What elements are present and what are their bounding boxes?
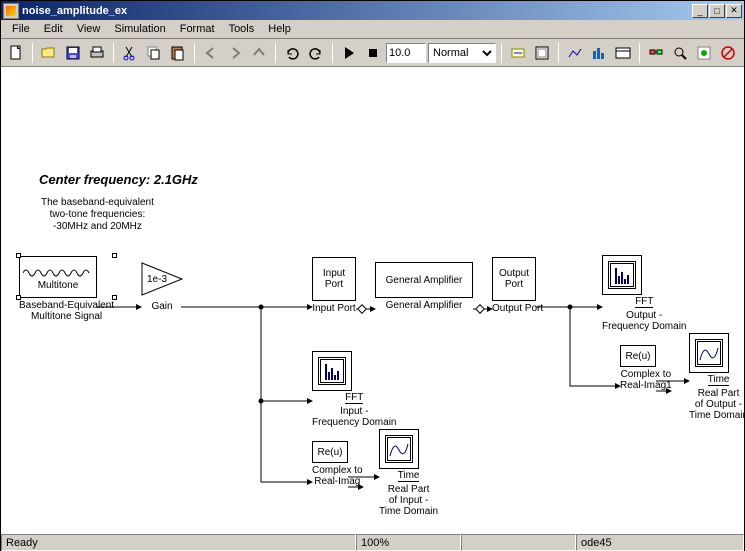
- block-multitone[interactable]: Multitone Baseband-Equivalent Multitone …: [19, 256, 114, 322]
- heading-text: Center frequency: 2.1GHz: [39, 172, 198, 187]
- status-zoom: 100%: [356, 534, 461, 551]
- app-icon: [3, 3, 19, 19]
- tool-8[interactable]: [717, 42, 739, 64]
- block-output-port-text: Output Port: [492, 257, 536, 301]
- status-bar: Ready 100% ode45: [1, 533, 744, 551]
- undo-button[interactable]: [281, 42, 303, 64]
- menu-tools[interactable]: Tools: [222, 21, 262, 37]
- back-button[interactable]: [200, 42, 222, 64]
- cut-button[interactable]: [119, 42, 141, 64]
- toolbar: Normal: [1, 39, 744, 67]
- block-input-port[interactable]: Input Port Input Port: [312, 257, 356, 314]
- play-button[interactable]: [338, 42, 360, 64]
- block-output-port[interactable]: Output Port Output Port: [492, 257, 543, 314]
- block-fft-input-label: Input - Frequency Domain: [312, 406, 396, 428]
- redo-button[interactable]: [305, 42, 327, 64]
- block-output-port-label: Output Port: [492, 303, 543, 314]
- block-time-input[interactable]: Time Real Part of Input - Time Domain: [379, 429, 438, 517]
- block-input-port-text: Input Port: [312, 257, 356, 301]
- block-time-output[interactable]: Time Real Part of Output - Time Domain: [689, 333, 745, 421]
- block-c2r[interactable]: Re(u) Complex to Real-Imag: [312, 441, 363, 487]
- simtime-field[interactable]: [386, 43, 426, 63]
- title-bar: noise_amplitude_ex _ □ ✕: [1, 1, 744, 20]
- block-amplifier-label: General Amplifier: [375, 300, 473, 311]
- status-ready: Ready: [1, 534, 356, 551]
- menu-simulation[interactable]: Simulation: [107, 21, 172, 37]
- menu-file[interactable]: File: [5, 21, 37, 37]
- tool-6[interactable]: [669, 42, 691, 64]
- menu-format[interactable]: Format: [173, 21, 222, 37]
- block-time-input-label: Real Part of Input - Time Domain: [379, 484, 438, 517]
- window-title: noise_amplitude_ex: [22, 5, 692, 17]
- block-fft-input[interactable]: FFT Input - Frequency Domain: [312, 351, 396, 428]
- block-gain-label: Gain: [141, 301, 183, 312]
- maximize-button[interactable]: □: [709, 4, 725, 18]
- stop-button[interactable]: [362, 42, 384, 64]
- mode-select[interactable]: Normal: [428, 43, 496, 63]
- save-button[interactable]: [62, 42, 84, 64]
- block-amplifier-text: General Amplifier: [375, 262, 473, 298]
- tool-7[interactable]: [693, 42, 715, 64]
- status-solver: ode45: [576, 534, 744, 551]
- print-button[interactable]: [86, 42, 108, 64]
- close-button[interactable]: ✕: [726, 4, 742, 18]
- sub-text: The baseband-equivalent two-tone frequen…: [41, 197, 154, 233]
- block-gain[interactable]: 1e-3 Gain: [141, 262, 183, 312]
- menu-help[interactable]: Help: [261, 21, 298, 37]
- tool-4[interactable]: [588, 42, 610, 64]
- minimize-button[interactable]: _: [692, 4, 708, 18]
- block-multitone-label: Baseband-Equivalent Multitone Signal: [19, 300, 114, 322]
- block-amplifier[interactable]: General Amplifier General Amplifier: [375, 262, 473, 311]
- menu-edit[interactable]: Edit: [37, 21, 70, 37]
- forward-button[interactable]: [224, 42, 246, 64]
- block-fft-output[interactable]: FFT Output - Frequency Domain: [602, 255, 686, 332]
- block-c2r1-text: Re(u): [620, 345, 656, 367]
- new-button[interactable]: [5, 42, 27, 64]
- up-button[interactable]: [248, 42, 270, 64]
- tool-5[interactable]: [612, 42, 634, 64]
- tool-2[interactable]: [531, 42, 553, 64]
- tool-1[interactable]: [507, 42, 529, 64]
- copy-button[interactable]: [143, 42, 165, 64]
- block-c2r-text: Re(u): [312, 441, 348, 463]
- block-fft-output-label: Output - Frequency Domain: [602, 310, 686, 332]
- block-multitone-text: Multitone: [38, 280, 79, 291]
- block-c2r1-label: Complex to Real-Imag1: [620, 369, 672, 391]
- library-button[interactable]: [645, 42, 667, 64]
- svg-text:1e-3: 1e-3: [147, 274, 167, 285]
- open-button[interactable]: [38, 42, 60, 64]
- menu-view[interactable]: View: [70, 21, 108, 37]
- block-time-output-label: Real Part of Output - Time Domain: [689, 388, 745, 421]
- model-canvas[interactable]: Center frequency: 2.1GHz The baseband-eq…: [1, 67, 744, 533]
- paste-button[interactable]: [167, 42, 189, 64]
- status-pane3: [461, 534, 576, 551]
- block-input-port-label: Input Port: [312, 303, 356, 314]
- block-c2r1[interactable]: Re(u) Complex to Real-Imag1: [620, 345, 672, 391]
- menu-bar: File Edit View Simulation Format Tools H…: [1, 20, 744, 39]
- tool-3[interactable]: [564, 42, 586, 64]
- block-c2r-label: Complex to Real-Imag: [312, 465, 363, 487]
